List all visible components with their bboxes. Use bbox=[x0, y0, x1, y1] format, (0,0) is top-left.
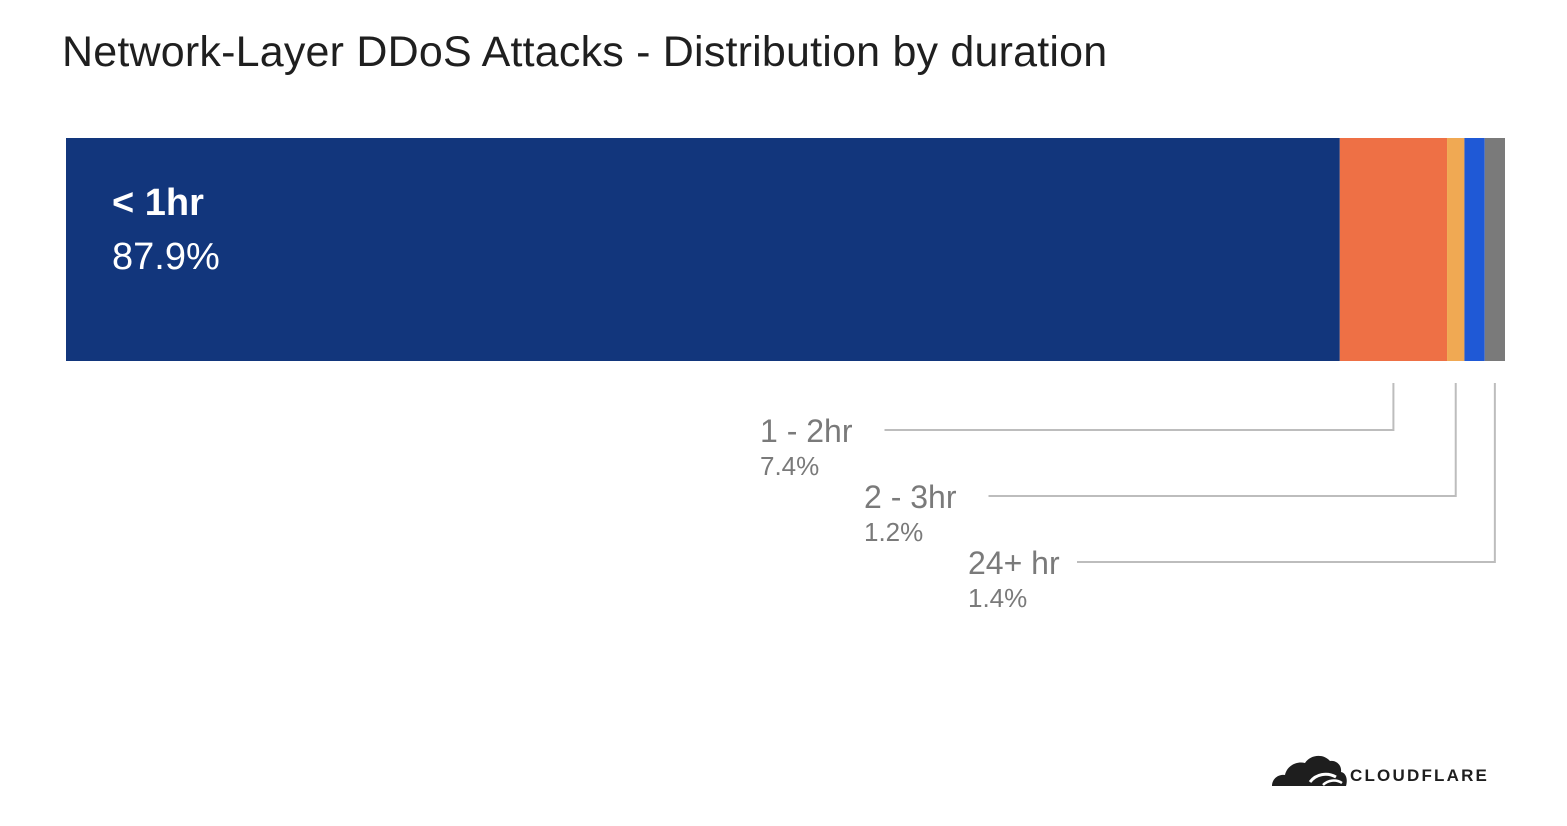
callout-value-label: 1.2% bbox=[864, 517, 923, 547]
logo-wordmark: CLOUDFLARE bbox=[1350, 766, 1490, 785]
callout-leader-line bbox=[1077, 383, 1496, 563]
callout-value-label: 7.4% bbox=[760, 451, 819, 481]
callout-leader-line bbox=[884, 383, 1395, 431]
callout-leader-line bbox=[988, 383, 1457, 497]
callout-name-label: 1 - 2hr bbox=[760, 413, 853, 449]
bar-segment-3 bbox=[1464, 138, 1485, 361]
chart-title: Network-Layer DDoS Attacks - Distributio… bbox=[62, 28, 1108, 76]
cloud-icon bbox=[1272, 755, 1347, 786]
bar-segment-4 bbox=[1484, 138, 1505, 361]
callout-name-label: 2 - 3hr bbox=[864, 479, 957, 515]
cloudflare-logo: CLOUDFLARE bbox=[1270, 752, 1502, 792]
segment-name-label: < 1hr bbox=[112, 182, 204, 224]
bar-segment-0 bbox=[66, 138, 1340, 361]
bar-segments bbox=[66, 138, 1505, 361]
bar-segment-2 bbox=[1447, 138, 1465, 361]
bar-segment-1 bbox=[1339, 138, 1448, 361]
callout-name-label: 24+ hr bbox=[968, 545, 1060, 581]
segment-value-label: 87.9% bbox=[112, 236, 220, 278]
callout-leader-lines bbox=[884, 383, 1496, 563]
callout-value-label: 1.4% bbox=[968, 583, 1027, 613]
